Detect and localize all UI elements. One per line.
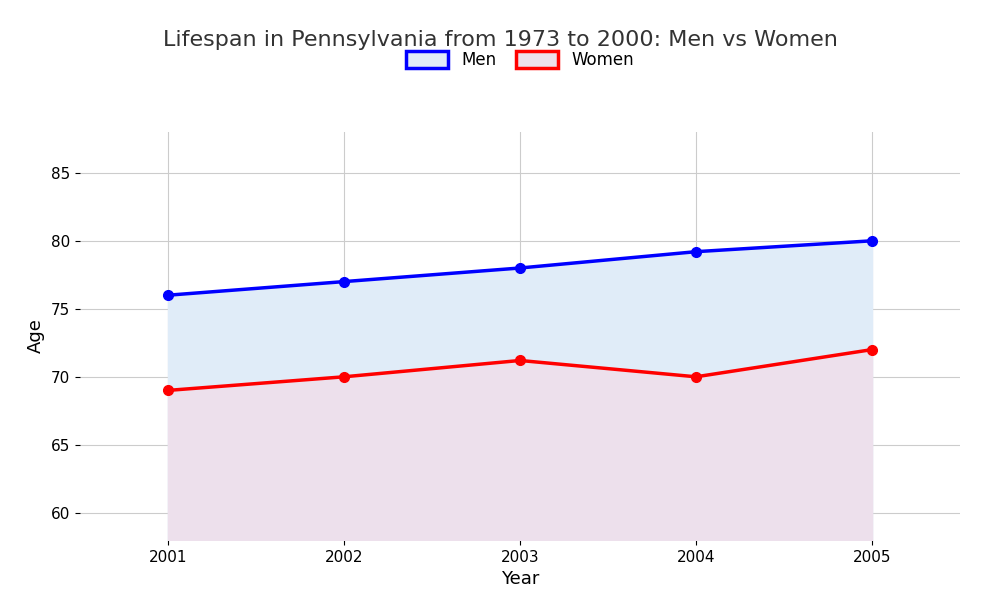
Y-axis label: Age: Age — [27, 319, 45, 353]
Legend: Men, Women: Men, Women — [406, 50, 634, 69]
Text: Lifespan in Pennsylvania from 1973 to 2000: Men vs Women: Lifespan in Pennsylvania from 1973 to 20… — [163, 30, 837, 50]
X-axis label: Year: Year — [501, 570, 539, 588]
